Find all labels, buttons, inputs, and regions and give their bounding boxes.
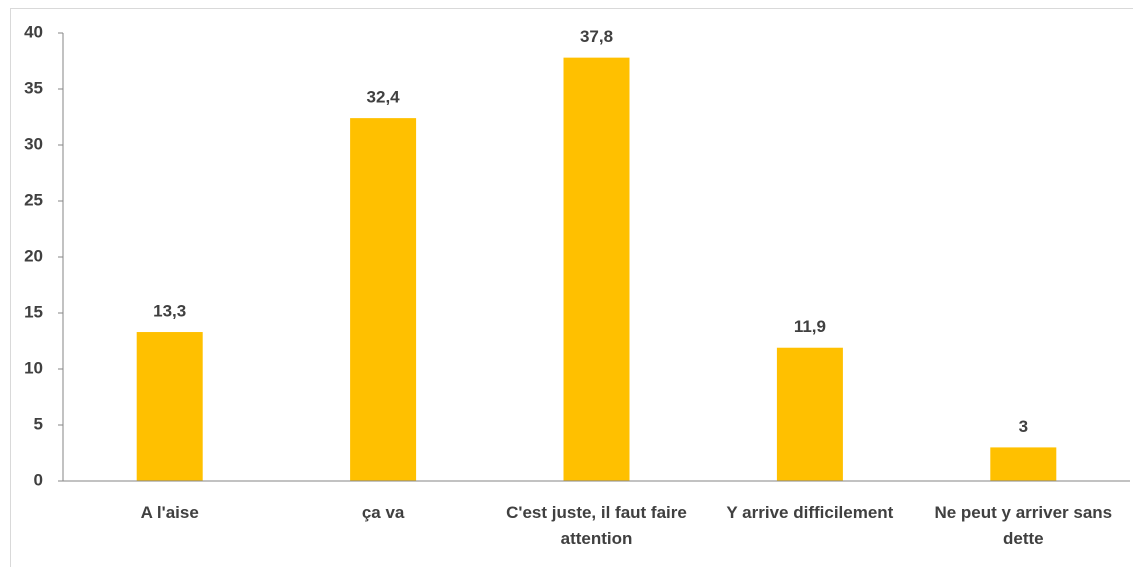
- y-tick-label: 15: [24, 302, 43, 321]
- x-tick-label: Ne peut y arriver sans dette: [934, 503, 1113, 548]
- y-tick-label: 10: [24, 358, 43, 377]
- y-tick-label: 35: [24, 78, 43, 97]
- y-tick-label: 25: [24, 190, 43, 209]
- bar: [350, 118, 417, 482]
- bar: [563, 57, 630, 481]
- value-label: 11,9: [794, 317, 826, 336]
- value-label: 13,3: [153, 302, 186, 321]
- x-tick-label: A l'aise: [140, 503, 199, 522]
- value-label: 32,4: [367, 88, 401, 107]
- y-tick-label: 5: [34, 414, 43, 433]
- x-tick-label: ça va: [361, 503, 405, 522]
- value-label: 37,8: [580, 27, 613, 46]
- bar: [990, 447, 1057, 481]
- y-tick-label: 40: [24, 22, 43, 41]
- bar: [136, 332, 203, 481]
- y-tick-label: 30: [24, 134, 43, 153]
- x-tick-label: Y arrive difficilement: [726, 503, 894, 522]
- x-tick-label: C'est juste, il faut faire attention: [506, 503, 687, 548]
- chart-frame: [10, 8, 1133, 567]
- y-tick-label: 20: [24, 246, 43, 265]
- bar: [776, 347, 843, 481]
- value-label: 3: [1019, 417, 1028, 436]
- y-tick-label: 0: [34, 470, 43, 489]
